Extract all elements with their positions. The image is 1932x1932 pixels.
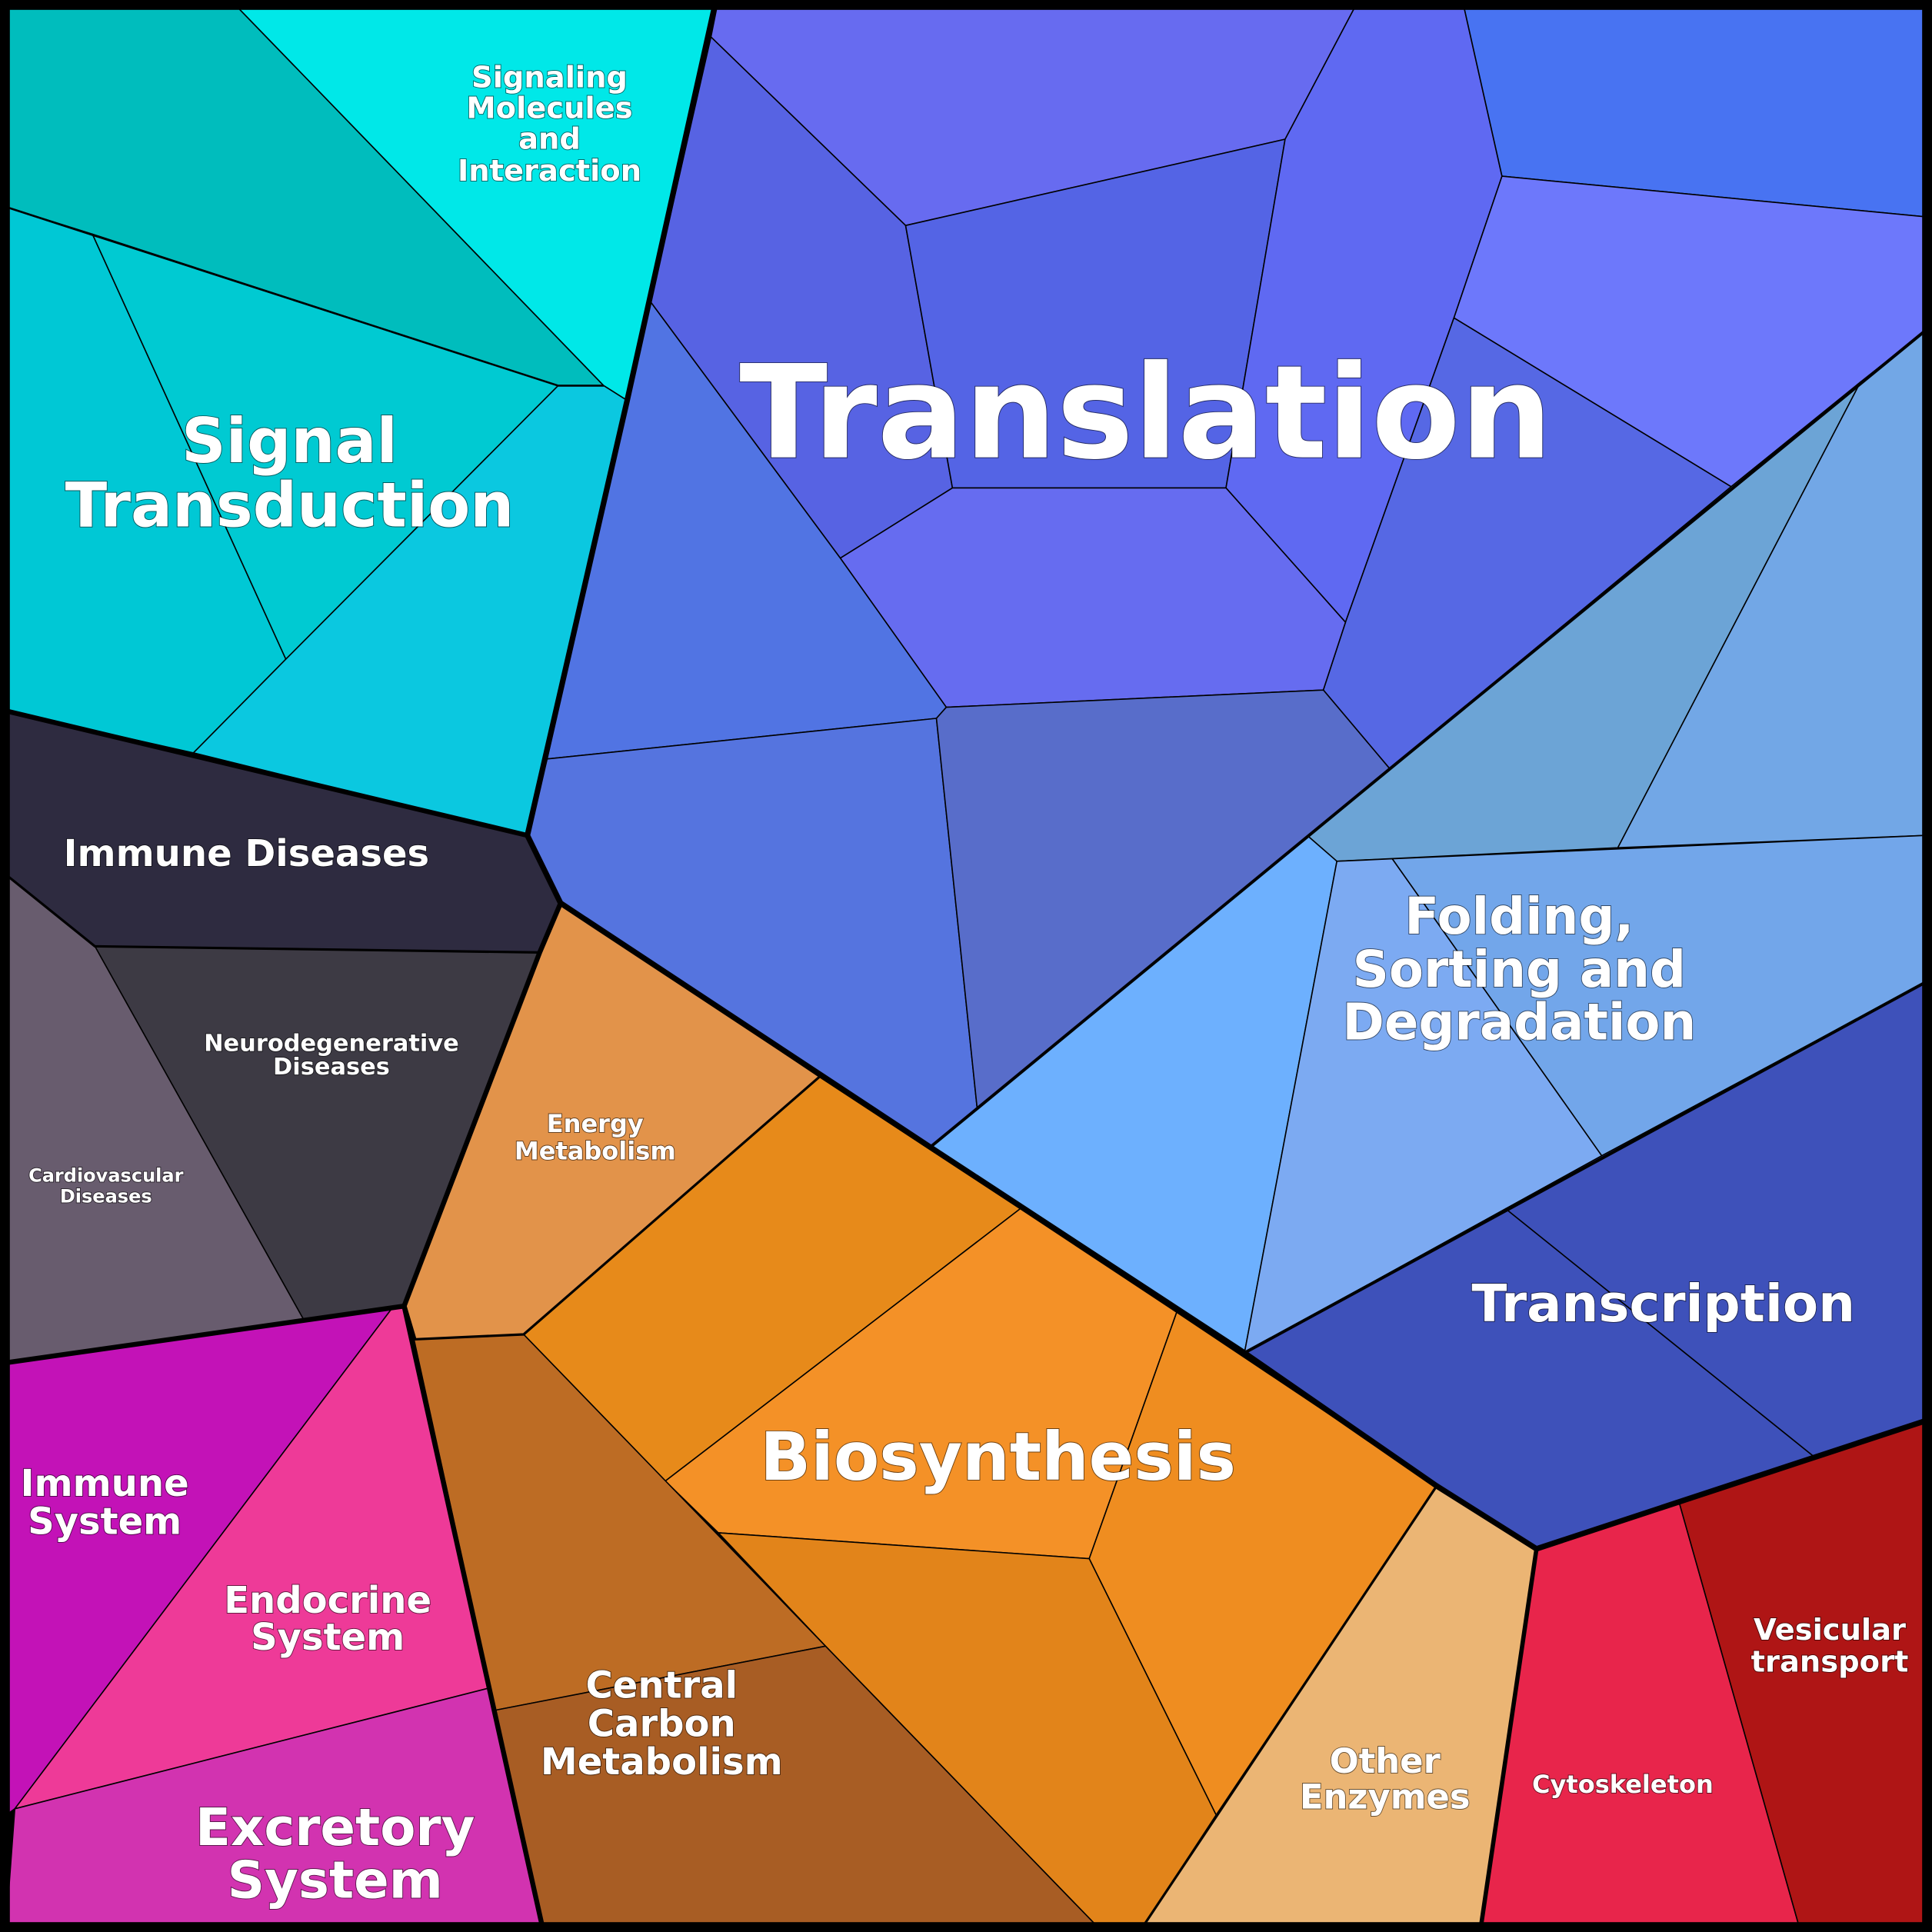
group-boundary: [5, 708, 528, 838]
group-boundary: [1478, 1548, 1539, 1927]
label-line: Folding,: [1404, 888, 1634, 946]
label-line: Excretory: [195, 1797, 475, 1857]
label-line: Central: [585, 1664, 738, 1707]
label-line: Enzymes: [1300, 1776, 1471, 1817]
group-boundary: [1244, 981, 1927, 1354]
label-line: Metabolism: [515, 1136, 676, 1165]
group-boundary: [5, 874, 540, 954]
label-line: Other: [1330, 1740, 1441, 1781]
label-line: Transduction: [65, 469, 515, 541]
translation-cell: [935, 689, 1391, 1109]
label-line: Neurodegenerative: [204, 1030, 459, 1057]
label-biosynthesis: Biosynthesis: [759, 1418, 1237, 1497]
group-boundary: [929, 328, 1927, 1149]
label-immune-diseases: Immune Diseases: [63, 831, 430, 876]
label-line: Signaling: [471, 60, 628, 95]
group-boundary: [5, 1303, 417, 1366]
label-line: Immune Diseases: [64, 832, 429, 875]
label-line: Metabolism: [541, 1740, 783, 1784]
label-line: Vesicular: [1754, 1613, 1906, 1647]
label-line: Molecules: [466, 91, 632, 125]
label-line: and: [518, 122, 581, 157]
label-line: Signal: [182, 405, 398, 477]
group-boundary: [1142, 1485, 1438, 1927]
label-line: Carbon: [588, 1702, 736, 1745]
label-line: Biosynthesis: [760, 1419, 1236, 1496]
label-line: Interaction: [458, 154, 641, 188]
label-line: Degradation: [1342, 994, 1696, 1052]
group-boundary: [401, 902, 563, 1927]
label-line: System: [228, 1850, 443, 1910]
group-boundary: [414, 1075, 821, 1341]
label-line: Diseases: [273, 1054, 390, 1081]
label-line: Sorting and: [1353, 941, 1686, 999]
label-line: Translation: [739, 338, 1552, 488]
label-transcription: Transcription: [1471, 1273, 1856, 1334]
label-line: Endocrine: [224, 1579, 431, 1622]
label-line: Cardiovascular: [28, 1164, 184, 1186]
label-line: transport: [1751, 1645, 1909, 1680]
label-translation: Translation: [738, 337, 1553, 489]
label-line: Energy: [547, 1109, 644, 1138]
label-line: System: [28, 1501, 182, 1544]
label-line: Diseases: [60, 1186, 152, 1208]
label-line: Cytoskeleton: [1532, 1770, 1714, 1799]
label-line: Immune: [21, 1462, 189, 1505]
group-boundary: [5, 205, 604, 387]
label-line: Transcription: [1471, 1274, 1855, 1334]
label-cytoskeleton: Cytoskeleton: [1531, 1769, 1714, 1800]
label-line: System: [251, 1616, 405, 1659]
